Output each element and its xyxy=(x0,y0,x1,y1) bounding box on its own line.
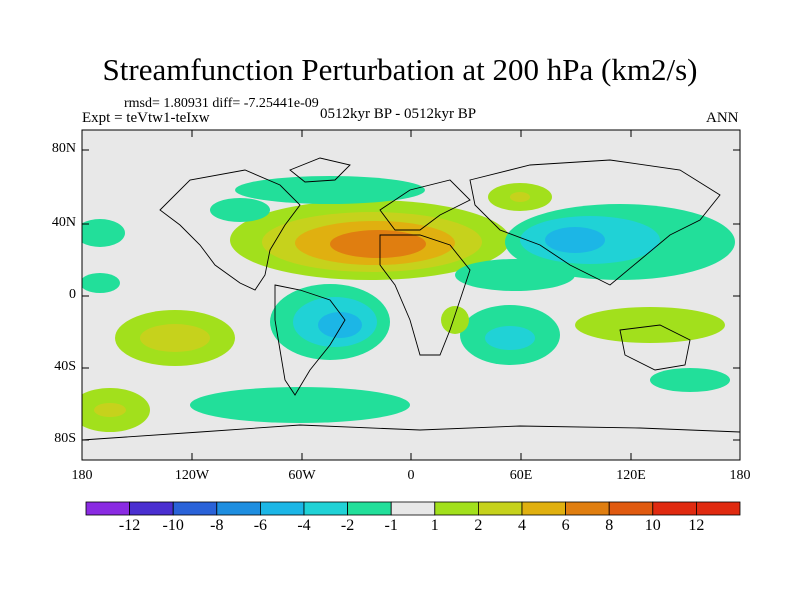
lon-tick-label: 180 xyxy=(71,468,93,483)
lat-tick-label: 80S xyxy=(54,431,76,446)
colorbar-tick-label: 10 xyxy=(644,517,661,534)
colorbar-tick-label: 4 xyxy=(518,517,526,534)
colorbar-tick-label: -1 xyxy=(384,517,398,534)
colorbar-tick-label: -10 xyxy=(162,517,184,534)
map-title: Streamfunction Perturbation at 200 hPa (… xyxy=(102,52,698,87)
contour-region xyxy=(650,368,730,392)
colorbar-tick-label: -8 xyxy=(210,517,224,534)
contour-region xyxy=(318,312,362,338)
europe-coast xyxy=(379,179,471,231)
lon-tick-label: 180 xyxy=(729,468,751,483)
colorbar-swatch xyxy=(521,501,566,516)
colorbar-swatch xyxy=(652,501,697,516)
contour-region xyxy=(94,403,126,417)
colorbar-tick-label: 8 xyxy=(605,517,614,534)
colorbar-swatch xyxy=(565,501,610,516)
lon-tick-label: 120W xyxy=(174,468,210,483)
colorbar-tick-label: 1 xyxy=(430,517,439,534)
season-label: ANN xyxy=(706,110,739,126)
colorbar-tick-label: -6 xyxy=(253,517,268,534)
contour-region xyxy=(441,306,469,334)
lat-tick-label: 40S xyxy=(54,359,76,374)
contour-region xyxy=(235,176,425,204)
colorbar-tick-label: 6 xyxy=(561,517,570,534)
colorbar-swatch xyxy=(434,501,479,516)
colorbar-tick-label: 12 xyxy=(688,517,705,534)
contour-region xyxy=(190,387,410,423)
contour-region xyxy=(545,227,605,253)
colorbar-tick-label: -4 xyxy=(297,517,311,534)
colorbar xyxy=(85,501,741,516)
lon-tick-label: 0 xyxy=(407,468,415,483)
lat-tick-label: 40N xyxy=(51,215,76,230)
background-field xyxy=(82,130,740,460)
asia-coast xyxy=(469,159,721,286)
coastlines xyxy=(82,157,740,441)
experiment-label: Expt = teVtw1-teIxw xyxy=(82,110,210,126)
contour-region xyxy=(485,326,535,350)
lon-tick-label: 120E xyxy=(616,468,646,483)
contour-region xyxy=(510,192,530,202)
colorbar-swatch xyxy=(477,501,523,516)
colorbar-swatch xyxy=(347,501,392,516)
colorbar-swatch xyxy=(172,501,218,516)
colorbar-swatch xyxy=(303,501,348,516)
colorbar-swatch xyxy=(696,501,741,516)
contour-field xyxy=(82,130,740,460)
south-america-coast xyxy=(274,284,346,396)
contour-region xyxy=(455,259,575,291)
colorbar-tick-label: -2 xyxy=(340,517,355,534)
colorbar-swatch xyxy=(129,501,174,516)
lat-tick-label: 80N xyxy=(51,141,76,156)
colorbar-tick-label: -12 xyxy=(118,517,141,534)
colorbar-swatch xyxy=(608,501,654,516)
contour-region xyxy=(82,273,120,293)
colorbar-swatch xyxy=(390,501,436,516)
antarctica-coast xyxy=(82,424,740,441)
colorbar-swatch xyxy=(259,501,305,516)
north-america-coast xyxy=(159,169,301,291)
greenland-coast xyxy=(289,157,351,183)
australia-coast xyxy=(619,324,691,371)
colorbar-swatch xyxy=(85,501,130,516)
lat-tick-label: 0 xyxy=(69,287,76,302)
contour-region xyxy=(210,198,270,222)
lon-tick-label: 60E xyxy=(509,468,533,483)
contour-region xyxy=(575,307,725,343)
contour-region xyxy=(330,230,426,258)
contour-region xyxy=(140,324,210,352)
stats-text: rmsd= 1.80931 diff= -7.25441e-09 xyxy=(124,96,319,111)
colorbar-tick-label: 2 xyxy=(474,517,483,534)
period-label: 0512kyr BP - 0512kyr BP xyxy=(320,106,477,122)
colorbar-swatch xyxy=(216,501,261,516)
contour-region xyxy=(82,219,125,247)
africa-coast xyxy=(379,234,471,356)
lon-tick-label: 60W xyxy=(288,468,316,483)
axis-ticks xyxy=(81,130,741,460)
